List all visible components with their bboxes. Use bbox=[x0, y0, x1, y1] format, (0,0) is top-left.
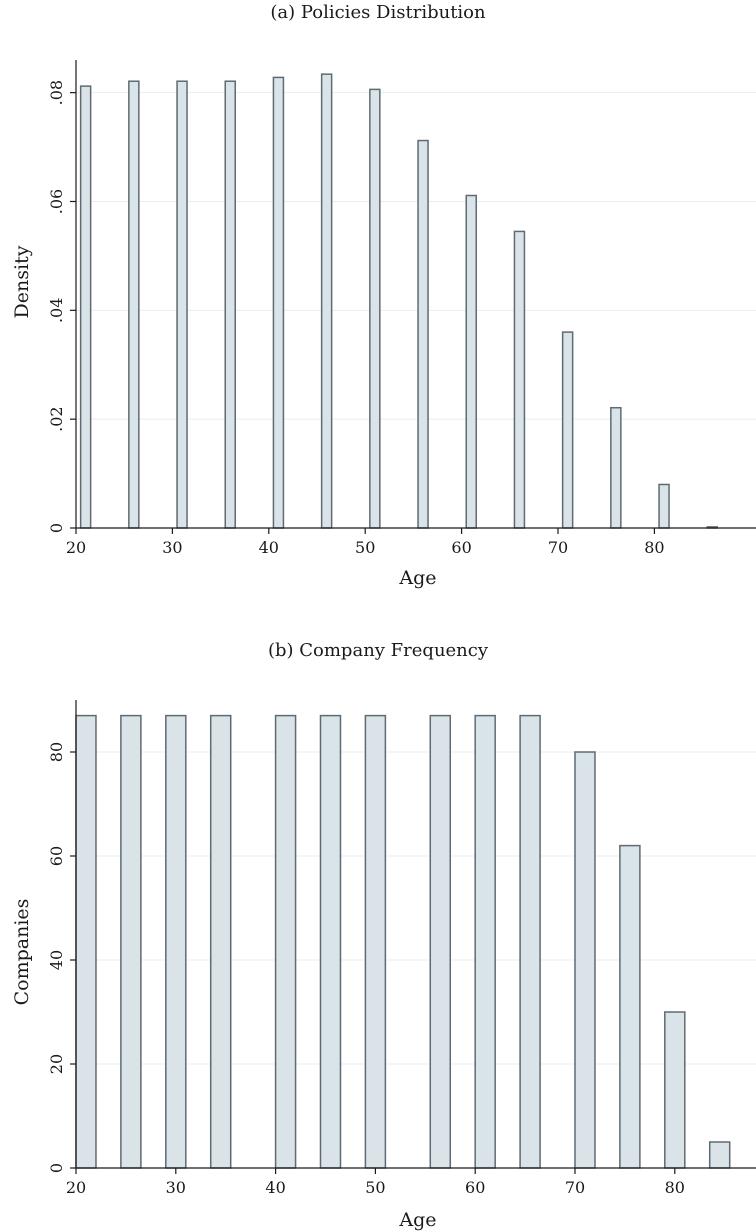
y-tick-label: .02 bbox=[47, 406, 66, 431]
bar bbox=[574, 751, 596, 1169]
y-tick-label: 0 bbox=[47, 523, 66, 533]
x-tick-label: 20 bbox=[66, 1178, 86, 1197]
x-axis-label: Age bbox=[398, 1209, 436, 1231]
x-tick-label: 60 bbox=[451, 538, 471, 557]
y-tick-label: 80 bbox=[47, 742, 66, 762]
x-tick-label: 80 bbox=[665, 1178, 685, 1197]
bar bbox=[664, 1011, 686, 1169]
x-axis-label: Age bbox=[398, 567, 436, 589]
x-tick-label: 30 bbox=[166, 1178, 186, 1197]
bar bbox=[75, 714, 97, 1169]
y-tick-label: .08 bbox=[47, 80, 66, 105]
bar bbox=[708, 1141, 731, 1169]
bar bbox=[165, 714, 187, 1169]
y-tick-label: 0 bbox=[47, 1163, 66, 1173]
x-tick-label: 20 bbox=[66, 538, 86, 557]
x-tick-label: 30 bbox=[162, 538, 182, 557]
y-tick-label: 20 bbox=[47, 1054, 66, 1074]
bar bbox=[474, 714, 496, 1169]
y-tick-label: .04 bbox=[47, 298, 66, 323]
y-tick-label: 40 bbox=[47, 950, 66, 970]
x-tick-label: 60 bbox=[465, 1178, 485, 1197]
x-tick-label: 50 bbox=[355, 538, 375, 557]
y-tick-label: 60 bbox=[47, 846, 66, 866]
policies-distribution-chart: 0 .02 .04 .06 .08 20 30 40 50 60 70 80 Age Density bbox=[11, 60, 756, 589]
bar bbox=[209, 714, 232, 1169]
bar bbox=[120, 714, 142, 1169]
x-tick-label: 40 bbox=[265, 1178, 285, 1197]
bar bbox=[364, 714, 387, 1169]
x-tick-label: 70 bbox=[565, 1178, 585, 1197]
bar bbox=[319, 714, 342, 1169]
x-tick-label: 40 bbox=[259, 538, 279, 557]
y-axis-label: Density bbox=[11, 245, 33, 318]
y-axis-label: Companies bbox=[11, 899, 33, 1006]
x-tick-label: 70 bbox=[548, 538, 568, 557]
chart-a-title: (a) Policies Distribution bbox=[270, 2, 486, 23]
bar bbox=[619, 844, 641, 1169]
bar bbox=[519, 714, 541, 1169]
x-tick-label: 80 bbox=[644, 538, 664, 557]
chart-b-title: (b) Company Frequency bbox=[267, 640, 489, 661]
y-tick-label: .06 bbox=[47, 189, 66, 214]
x-tick-label: 50 bbox=[365, 1178, 385, 1197]
bar bbox=[274, 714, 297, 1169]
bar bbox=[429, 714, 452, 1169]
